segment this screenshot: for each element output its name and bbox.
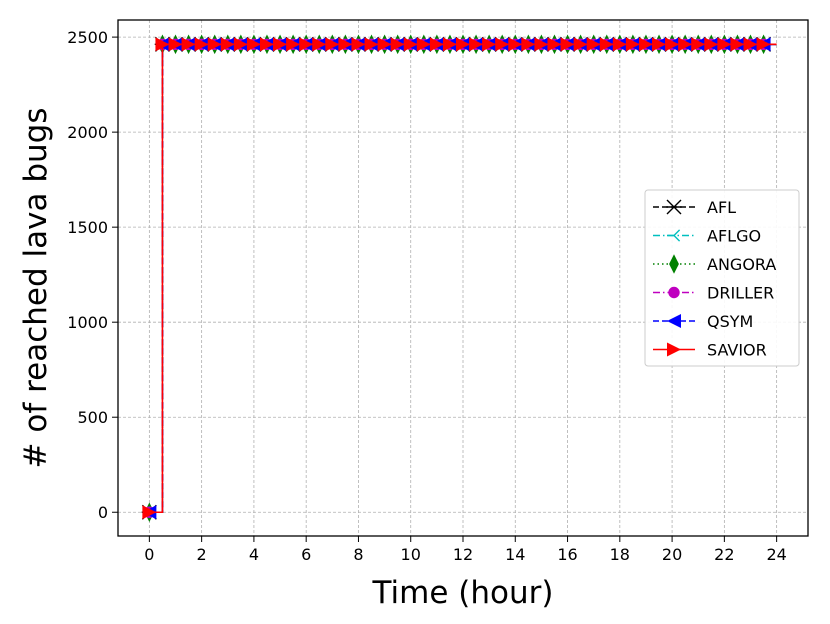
legend-label: SAVIOR (707, 341, 767, 360)
data-point (364, 37, 379, 52)
data-point (273, 37, 288, 52)
data-point (325, 37, 340, 52)
y-tick-label: 2000 (67, 123, 108, 142)
legend-label: DRILLER (707, 284, 774, 303)
legend-label: QSYM (707, 312, 753, 331)
x-tick-label: 14 (505, 545, 525, 564)
data-point (666, 199, 682, 215)
data-point (665, 37, 680, 52)
data-point (442, 37, 457, 52)
x-tick-label: 22 (714, 545, 734, 564)
data-point (142, 505, 157, 520)
data-point (286, 37, 301, 52)
data-point (573, 37, 588, 52)
y-tick-label: 500 (77, 408, 108, 427)
data-point (338, 37, 353, 52)
data-point (534, 37, 549, 52)
data-point (704, 37, 719, 52)
x-tick-labels: 0 2 4 6 8 10 12 14 16 18 20 22 24 (144, 545, 787, 564)
legend-item: QSYM (653, 312, 753, 331)
legend-frame (644, 189, 800, 367)
x-tick-label: 10 (401, 545, 421, 564)
x-tick-label: 20 (662, 545, 682, 564)
data-point (612, 37, 627, 52)
x-tick-label: 2 (197, 545, 207, 564)
data-point (220, 37, 235, 52)
data-point (469, 37, 484, 52)
data-point (299, 37, 314, 52)
data-point (756, 37, 771, 52)
data-point (730, 37, 745, 52)
y-tick-label: 1500 (67, 218, 108, 237)
series-layer (141, 34, 777, 523)
series-savior (142, 37, 777, 520)
x-tick-label: 8 (353, 545, 363, 564)
legend-label: AFL (707, 198, 736, 217)
data-point (155, 37, 170, 52)
data-point (429, 37, 444, 52)
data-point (312, 37, 327, 52)
data-point (638, 37, 653, 52)
x-tick-label: 16 (557, 545, 577, 564)
x-tick-label: 12 (453, 545, 473, 564)
legend: AFL AFLGO ANGORA DRILLER QSYM SAVIOR (644, 189, 800, 367)
data-point (669, 254, 679, 274)
x-tick-label: 6 (301, 545, 311, 564)
data-point (377, 37, 392, 52)
data-point (521, 37, 536, 52)
y-tick-labels: 0 500 1000 1500 2000 2500 (67, 28, 108, 522)
data-point (667, 314, 681, 328)
data-point (599, 37, 614, 52)
x-axis-title: Time (hour) (372, 575, 554, 611)
data-point (547, 37, 562, 52)
data-point (233, 37, 248, 52)
x-tick-label: 24 (766, 545, 786, 564)
data-point (246, 37, 261, 52)
data-point (667, 229, 681, 242)
data-point (691, 37, 706, 52)
data-point (495, 37, 510, 52)
data-point (668, 286, 680, 299)
legend-item: DRILLER (653, 284, 774, 303)
data-point (194, 37, 209, 52)
data-point (207, 37, 222, 52)
ticks (112, 36, 778, 542)
data-point (351, 37, 366, 52)
data-point (678, 37, 693, 52)
data-point (743, 37, 758, 52)
data-point (560, 37, 575, 52)
data-point (181, 37, 196, 52)
legend-item: AFLGO (653, 227, 761, 246)
x-tick-label: 0 (144, 545, 154, 564)
data-point (508, 37, 523, 52)
data-point (168, 37, 183, 52)
x-tick-label: 18 (610, 545, 630, 564)
data-point (717, 37, 732, 52)
y-tick-label: 1000 (67, 313, 108, 332)
y-tick-label: 2500 (67, 28, 108, 47)
legend-item: ANGORA (653, 254, 776, 274)
data-point (456, 37, 470, 52)
data-point (259, 37, 274, 52)
data-point (586, 37, 601, 52)
data-point (667, 342, 681, 357)
data-point (416, 37, 431, 52)
data-point (625, 37, 640, 52)
legend-label: AFLGO (707, 227, 761, 246)
legend-item: SAVIOR (653, 341, 767, 360)
data-point (403, 37, 418, 52)
data-point (652, 37, 667, 52)
y-axis-title: # of reached lava bugs (18, 108, 54, 469)
data-point (390, 37, 405, 52)
x-tick-label: 4 (249, 545, 259, 564)
y-tick-label: 0 (98, 503, 108, 522)
data-point (482, 37, 497, 52)
legend-label: ANGORA (707, 255, 776, 274)
legend-item: AFL (653, 198, 736, 217)
